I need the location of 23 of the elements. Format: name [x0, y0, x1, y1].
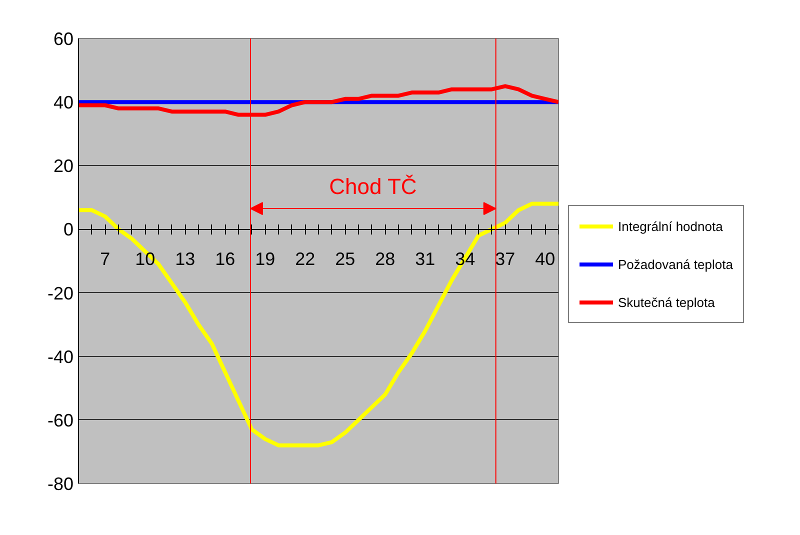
x-tick-label: 25	[335, 249, 356, 270]
legend-label: Požadovaná teplota	[618, 256, 733, 272]
annotation: Chod TČ	[329, 174, 417, 200]
x-tick-label: 13	[175, 249, 196, 270]
x-tick-label: 7	[100, 249, 110, 270]
x-tick-label: 10	[135, 249, 156, 270]
y-tick-label: -20	[47, 283, 74, 304]
y-tick-label: -80	[47, 474, 74, 494]
x-tick-label: 16	[215, 249, 236, 270]
x-tick-label: 40	[535, 249, 556, 270]
x-tick-label: 22	[295, 249, 316, 270]
y-tick-label: 20	[53, 156, 74, 176]
x-tick-label: 31	[415, 249, 436, 270]
y-tick-label: -60	[47, 410, 74, 430]
x-tick-label: 28	[375, 249, 396, 270]
legend-label: Skutečná teplota	[618, 294, 715, 310]
x-tick-label: 19	[255, 249, 276, 270]
y-tick-label: 40	[53, 92, 74, 113]
line-series	[78, 202, 558, 448]
y-tick-label: 60	[53, 29, 74, 49]
y-tick-label: -40	[47, 346, 74, 367]
y-tick-label: 0	[63, 220, 74, 240]
legend-label: Integrální hodnota	[618, 218, 723, 234]
